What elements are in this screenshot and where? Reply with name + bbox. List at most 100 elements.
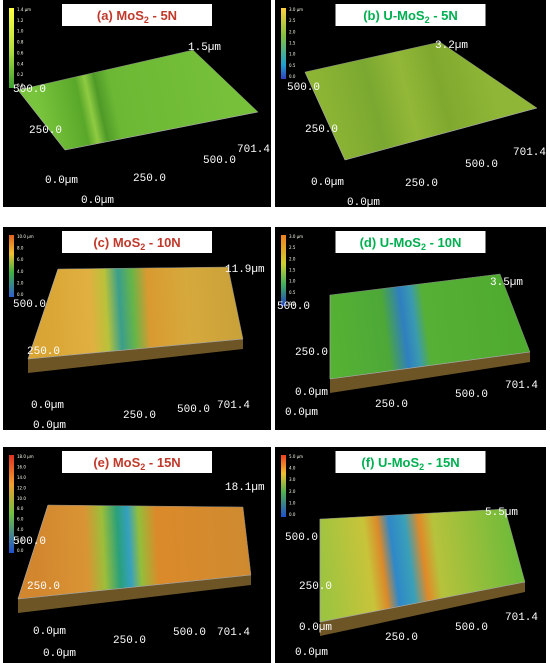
panel-title: (c) MoS2 - 10N — [93, 235, 180, 252]
colorbar-tick-label: 8.0 — [17, 506, 24, 511]
colorbar-tick-label: 1.2 — [17, 18, 24, 23]
colorbar-tick-label: 1.0 — [17, 29, 24, 34]
axis-label: 500.0 — [173, 627, 206, 639]
axis-label: 500.0 — [455, 389, 488, 401]
colorbar-tick-label: 8.0 — [17, 246, 24, 251]
title-prefix: (b) U-MoS — [363, 8, 425, 23]
colorbar-tick-label: 1.5 — [289, 268, 296, 273]
axis-label: 500.0 — [465, 159, 498, 171]
colorbar-tick-label: 12.0 — [17, 485, 26, 490]
title-subscript: 2 — [419, 462, 424, 472]
axis-label: 250.0 — [305, 124, 338, 136]
colorbar-tick-label: 3.0 µm — [289, 234, 303, 239]
colorbar-tick-label: 5.0 µm — [289, 454, 303, 459]
colorbar-tick-label: 10.0 µm — [17, 234, 34, 239]
axis-line — [27, 268, 59, 360]
colorbar-tick-label: 0.0 — [17, 83, 24, 88]
axis-label: 0.0µm — [33, 420, 66, 432]
colorbar — [281, 455, 286, 517]
axis-line — [329, 351, 531, 380]
colorbar — [9, 8, 14, 88]
axis-label: 250.0 — [27, 346, 60, 358]
colorbar-tick-label: 2.0 — [289, 29, 296, 34]
axis-label: 0.0µm — [295, 387, 328, 399]
axis-label: 250.0 — [385, 632, 418, 644]
colorbar-tick-label: 18.0 µm — [17, 454, 34, 459]
axis-label: 701.4 — [217, 400, 250, 412]
axis-label: 250.0 — [133, 173, 166, 185]
title-subscript: 2 — [425, 15, 430, 25]
panel-title: (f) U-MoS2 - 15N — [361, 455, 459, 472]
axis-label: 250.0 — [29, 125, 62, 137]
title-prefix: (e) MoS — [93, 455, 140, 470]
colorbar-tick-label: 2.0 — [17, 280, 24, 285]
axis-label: 3.5µm — [490, 277, 523, 289]
axis-label: 0.0µm — [311, 177, 344, 189]
axis-label: 701.4 — [505, 380, 538, 392]
axis-label: 5.5µm — [485, 507, 518, 519]
axis-label: 3.2µm — [435, 40, 468, 52]
panel-title: (e) MoS2 - 15N — [93, 455, 180, 472]
colorbar-tick-label: 6.0 — [17, 257, 24, 262]
colorbar-tick-label: 4.0 — [17, 527, 24, 532]
title-prefix: (a) MoS — [97, 8, 144, 23]
axis-line — [64, 111, 259, 151]
colorbar-tick-label: 0.0 — [289, 512, 296, 517]
colorbar-tick-label: 2.5 — [289, 245, 296, 250]
axis-line — [344, 107, 538, 161]
axis-label: 500.0 — [13, 299, 46, 311]
panel: 3.0 µm 2.5 2.0 1.5 1.0 0.5 0.0 (d) U-MoS2 - 10N… — [275, 227, 546, 430]
axis-label: 250.0 — [113, 635, 146, 647]
title-box — [335, 4, 486, 26]
axis-label: 701.4 — [237, 144, 270, 156]
title-subscript: 2 — [144, 15, 149, 25]
title-box — [62, 4, 212, 26]
axis-label: 500.0 — [277, 301, 310, 313]
surface-side — [330, 352, 530, 393]
panel-title: (a) MoS2 - 5N — [97, 8, 177, 25]
colorbar-tick-label: 3.0 — [289, 477, 296, 482]
axis-label: 701.4 — [505, 612, 538, 624]
panel: 1.4 µm 1.2 1.0 0.8 0.6 0.4 0.2 0.0 (a) MoS2 - 5N… — [3, 0, 271, 207]
axis-label: 250.0 — [27, 581, 60, 593]
colorbar-tick-label: 0.4 — [17, 61, 24, 66]
title-subscript: 2 — [140, 242, 145, 252]
colorbar-tick-label: 0.0 — [17, 548, 24, 553]
panel: 5.0 µm 4.0 3.0 2.0 1.0 0.0 (f) U-MoS2 - 15N 5.5… — [275, 447, 546, 663]
colorbar — [281, 8, 286, 79]
axis-line — [17, 574, 252, 600]
axis-label: 0.0µm — [81, 195, 114, 207]
colorbar-tick-label: 1.0 — [289, 52, 296, 57]
colorbar-tick-label: 14.0 — [17, 475, 26, 480]
title-suffix: - 10N — [426, 235, 461, 250]
colorbar-tick-label: 1.0 — [289, 279, 296, 284]
axis-line — [17, 504, 49, 600]
colorbar-tick-label: 0.0 — [289, 74, 296, 79]
title-suffix: - 15N — [145, 455, 180, 470]
surface-side — [28, 339, 243, 373]
colorbar-tick-label: 16.0 — [17, 464, 26, 469]
axis-label: 701.4 — [513, 147, 546, 159]
axis-label: 500.0 — [203, 155, 236, 167]
axis-label: 250.0 — [405, 178, 438, 190]
colorbar — [281, 235, 286, 306]
axis-label: 0.0µm — [33, 626, 66, 638]
colorbar — [9, 235, 14, 297]
axis-label: 500.0 — [13, 84, 46, 96]
surface-side — [18, 575, 251, 613]
colorbar-tick-label: 0.5 — [289, 290, 296, 295]
axis-line — [304, 71, 346, 161]
colorbar-tick-label: 0.5 — [289, 63, 296, 68]
title-prefix: (f) U-MoS — [361, 455, 419, 470]
axis-label: 500.0 — [177, 404, 210, 416]
colorbar-tick-label: 0.8 — [17, 40, 24, 45]
colorbar-tick-label: 0.2 — [17, 72, 24, 77]
title-suffix: - 5N — [430, 8, 458, 23]
axis-label: 0.0µm — [285, 407, 318, 419]
colorbar-tick-label: 6.0 — [17, 517, 24, 522]
colorbar-tick-label: 1.4 µm — [17, 7, 31, 12]
axis-label: 250.0 — [295, 347, 328, 359]
axis-label: 500.0 — [455, 622, 488, 634]
axis-label: 0.0µm — [31, 400, 64, 412]
axis-label: 500.0 — [13, 536, 46, 548]
